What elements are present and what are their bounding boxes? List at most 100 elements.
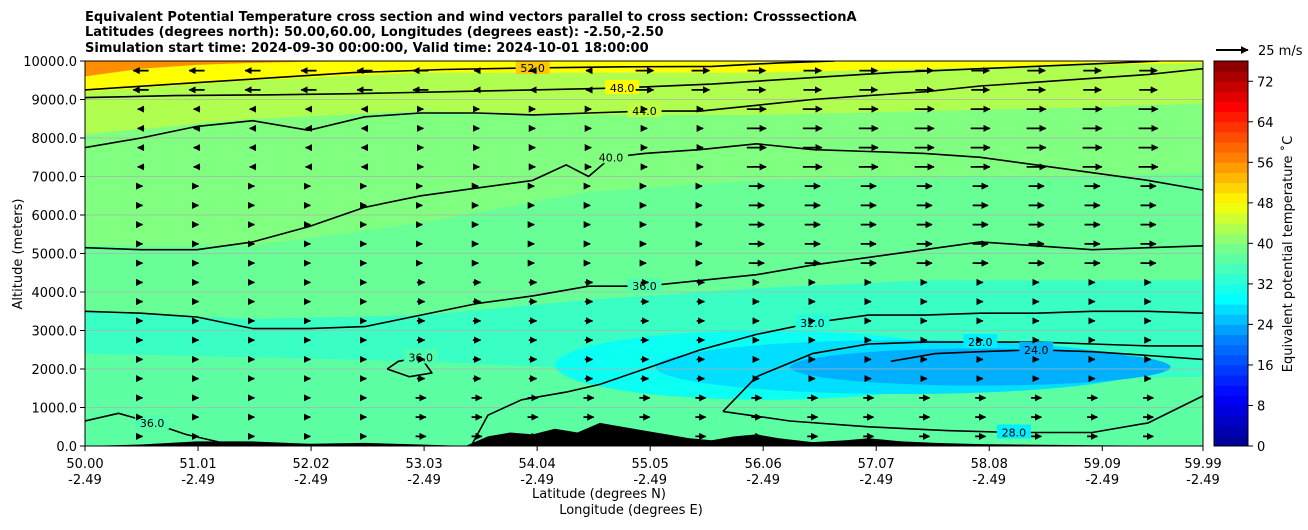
colorbar-segment	[1214, 142, 1248, 153]
chart-title-line-2: Latitudes (degrees north): 50.00,60.00, …	[85, 25, 664, 40]
colorbar-segment	[1214, 61, 1248, 72]
contour-label-44: 44.0	[632, 105, 657, 118]
colorbar-tick-label: 40	[1257, 237, 1274, 252]
y-tick-label: 8000.0	[32, 132, 78, 147]
x-tick-label-lon: -2.49	[520, 473, 554, 488]
wind-reference-key: 25 m/s	[1216, 44, 1303, 59]
x-tick-label-lon: -2.49	[746, 473, 780, 488]
colorbar-segment	[1214, 354, 1248, 366]
y-tick-label: 7000.0	[32, 171, 78, 186]
x-tick-label-lat: 57.07	[858, 457, 895, 472]
colorbar-segment	[1214, 395, 1248, 406]
contour-line-28	[722, 341, 1203, 412]
y-tick-label: 10000.0	[23, 55, 77, 70]
colorbar-segment	[1214, 294, 1248, 305]
chart-title-line-1: Equivalent Potential Temperature cross s…	[85, 10, 857, 25]
x-tick-label-lat: 53.03	[405, 457, 442, 472]
x-tick-label-lon: -2.49	[859, 473, 893, 488]
colorbar-tick-label: 56	[1257, 156, 1274, 171]
x-tick-label-lat: 59.99	[1184, 457, 1221, 472]
colorbar-segment	[1214, 152, 1248, 163]
contour-line-32	[470, 310, 1203, 446]
colorbar-segment	[1214, 121, 1248, 133]
topography	[85, 422, 1203, 446]
plot-area: 52.0 48.0 44.0 40.0 36.0 36.0 36.0 32.0 28.0 28.0…	[84, 60, 1204, 447]
colorbar-segment	[1214, 405, 1248, 417]
x-tick-label-lon: -2.49	[294, 473, 328, 488]
colorbar-segment	[1214, 304, 1248, 315]
y-tick-label: 9000.0	[32, 94, 78, 109]
contour-label-36: 36.0	[408, 351, 433, 364]
theta-band-48	[85, 61, 1203, 92]
y-tick-label: 2000.0	[32, 363, 78, 378]
contour-label-bg	[1019, 341, 1054, 356]
terrain-silhouette	[85, 422, 1203, 446]
contour-label-bg	[593, 149, 628, 164]
x-tick-label-lat: 50.00	[66, 457, 103, 472]
colorbar-segment	[1214, 314, 1248, 325]
colorbar-tick-label: 0	[1257, 440, 1265, 455]
x-tick-label-lon: -2.49	[407, 473, 441, 488]
colorbar-tick-label: 24	[1257, 318, 1274, 333]
contour-line-28	[722, 395, 1203, 434]
colorbar-segment	[1214, 172, 1248, 184]
colorbar-segment	[1214, 334, 1248, 346]
colorbar-segment	[1214, 101, 1248, 113]
colorbar-segment	[1214, 162, 1248, 173]
theta-band-43	[85, 61, 1203, 135]
colorbar-segment	[1214, 182, 1248, 194]
colorbar-tick-label: 72	[1257, 75, 1274, 90]
colorbar-segment	[1214, 233, 1248, 244]
y-tick-label: 0.0	[56, 440, 77, 455]
colorbar-segment	[1214, 263, 1248, 275]
colorbar-segment	[1214, 111, 1248, 123]
y-tick-label: 6000.0	[32, 209, 78, 224]
contour-label-36: 36.0	[632, 280, 657, 293]
colorbar-segment	[1214, 385, 1248, 396]
contour-label-28: 28.0	[1002, 427, 1027, 440]
colorbar-segment	[1214, 131, 1248, 143]
colorbar-segment	[1214, 324, 1248, 336]
x-tick-label-lon: -2.49	[1186, 473, 1220, 488]
colorbar-segment	[1214, 212, 1248, 224]
x-axis-label-latitude: Latitude (degrees N)	[532, 487, 666, 502]
contour-line-36	[386, 356, 433, 378]
colorbar-segment	[1214, 273, 1248, 285]
colorbar-segment	[1214, 253, 1248, 265]
contour-label-28: 28.0	[968, 336, 993, 349]
y-axis: 0.0 1000.0 2000.0 3000.0 4000.0 5000.0 6000.0 7…	[23, 55, 85, 455]
x-tick-label-lat: 58.08	[971, 457, 1008, 472]
contour-label-52: 52.0	[520, 62, 545, 75]
chart-title-line-3: Simulation start time: 2024-09-30 00:00:…	[85, 41, 649, 56]
colorbar-segment	[1214, 223, 1248, 234]
colorbar-segment	[1214, 192, 1248, 204]
colorbar-segment	[1214, 243, 1248, 254]
colorbar-segment	[1214, 425, 1248, 437]
colorbar-tick-label: 16	[1257, 359, 1274, 374]
colorbar-label: Equivalent potential temperature ˚C	[1280, 136, 1296, 372]
y-axis-label: Altitude (meters)	[11, 199, 26, 310]
x-tick-label-lat: 59.09	[1084, 457, 1121, 472]
colorbar-segment	[1214, 415, 1248, 427]
x-axis-label-longitude: Longitude (degrees E)	[559, 503, 703, 518]
colorbar-segment	[1214, 375, 1248, 386]
wind-vectors	[132, 67, 1159, 440]
contour-label-40: 40.0	[599, 151, 624, 164]
y-tick-label: 3000.0	[32, 325, 78, 340]
contour-label-24: 24.0	[1024, 344, 1049, 357]
colorbar-segment	[1214, 283, 1248, 295]
colorbar-tick-label: 32	[1257, 278, 1274, 293]
theta-blob-24	[790, 348, 1171, 386]
colorbar-segment	[1214, 435, 1248, 447]
contour-label-bg	[605, 79, 640, 94]
x-tick-label-lon: -2.49	[972, 473, 1006, 488]
contour-label-bg	[996, 424, 1031, 439]
theta-band-56	[85, 61, 365, 77]
colorbar: 0 8 16 24 32 40 48 56 64 72	[1213, 60, 1274, 455]
contour-line-52	[85, 61, 835, 91]
x-tick-label-lat: 56.06	[745, 457, 782, 472]
colorbar-tick-label: 8	[1257, 399, 1265, 414]
x-tick-label-lat: 54.04	[519, 457, 556, 472]
